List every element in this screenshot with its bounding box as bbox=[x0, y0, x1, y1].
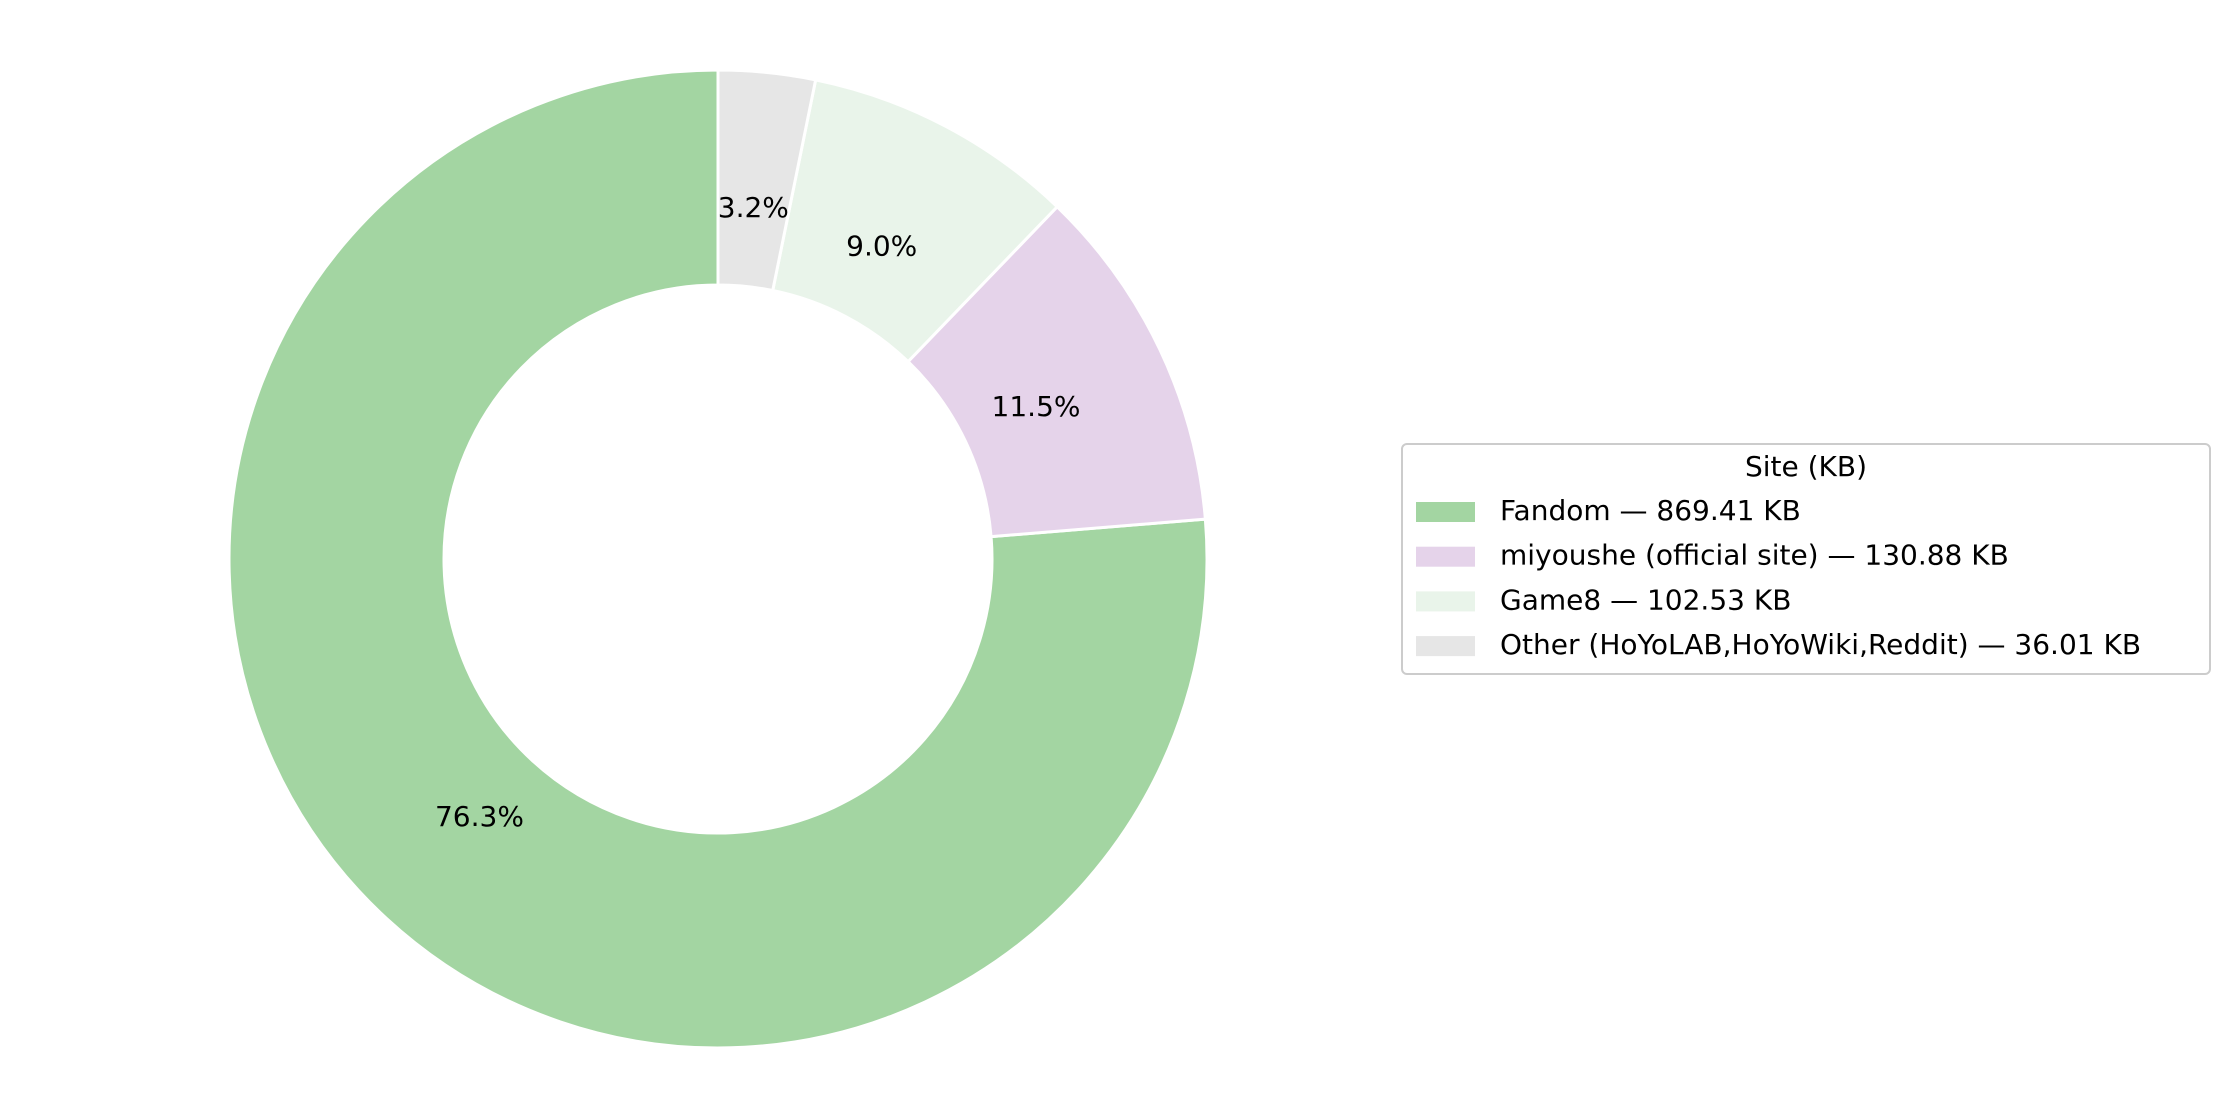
legend-swatch bbox=[1416, 546, 1475, 567]
legend-box bbox=[1401, 443, 2211, 675]
value-label: 76.3% bbox=[435, 800, 524, 833]
legend-swatch bbox=[1416, 636, 1475, 657]
legend-label: Other (HoYoLAB,HoYoWiki,Reddit) — 36.01 … bbox=[1500, 628, 2141, 661]
value-label: 3.2% bbox=[718, 191, 789, 224]
value-label: 11.5% bbox=[992, 390, 1081, 423]
legend-label: miyoushe (official site) — 130.88 KB bbox=[1500, 539, 2009, 572]
legend-label: Game8 — 102.53 KB bbox=[1500, 583, 1791, 616]
legend-label: Fandom — 869.41 KB bbox=[1500, 494, 1801, 527]
wedge bbox=[716, 68, 818, 293]
wedge bbox=[227, 68, 1209, 1050]
legend-title: Site (KB) bbox=[1745, 450, 1867, 483]
legend-swatch bbox=[1416, 591, 1475, 612]
legend-swatch bbox=[1416, 502, 1475, 522]
wedge bbox=[905, 204, 1207, 539]
value-label: 9.0% bbox=[846, 229, 917, 262]
